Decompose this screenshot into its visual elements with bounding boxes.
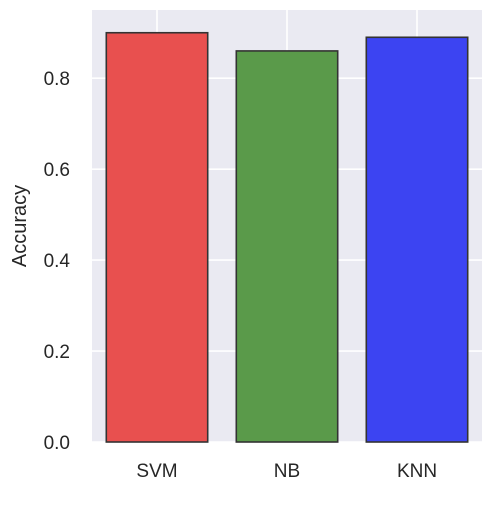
- x-tick-label: KNN: [397, 461, 437, 482]
- y-tick-label: 0.0: [44, 433, 70, 454]
- y-axis-label: Accuracy: [9, 185, 31, 267]
- bar-knn: [365, 36, 469, 443]
- bar-svm: [105, 31, 209, 443]
- x-tick-label: SVM: [136, 461, 177, 482]
- bars: [105, 31, 469, 443]
- y-tick-labels: 0.0 0.2 0.4 0.6 0.8: [44, 69, 71, 454]
- x-tick-label: NB: [274, 461, 300, 482]
- bar-nb: [235, 50, 339, 443]
- x-tick-labels: SVM NB KNN: [136, 461, 437, 482]
- y-tick-label: 0.4: [44, 251, 71, 272]
- y-tick-label: 0.6: [44, 160, 70, 181]
- y-tick-label: 0.8: [44, 69, 70, 90]
- y-tick-label: 0.2: [44, 342, 70, 363]
